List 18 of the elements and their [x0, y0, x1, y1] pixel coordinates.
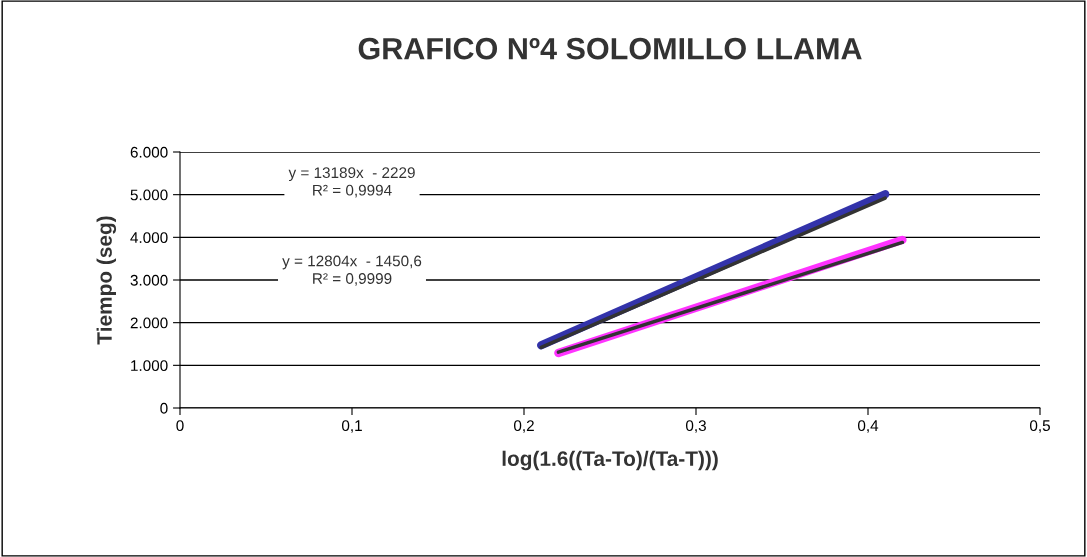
y-tick-label: 5.000	[130, 189, 168, 201]
x-tick-label: 0,2	[513, 420, 534, 433]
x-tick-label: 0,4	[857, 420, 879, 433]
y-tick-label: 0	[160, 402, 168, 414]
x-tick-label: 0,3	[685, 420, 706, 433]
chart-title: GRAFICO Nº4 SOLOMILLO LLAMA	[358, 37, 862, 60]
x-tick-label: 0,5	[1029, 420, 1050, 433]
annotation: y = 12804x - 1450,6 R² = 0,9999	[282, 255, 422, 286]
y-tick-label: 4.000	[130, 232, 168, 244]
annotation: y = 13189x - 2229 R² = 0,9994	[288, 167, 415, 198]
x-tick-label: 0,1	[341, 420, 362, 433]
y-axis-title: Tiempo (seg)	[96, 216, 117, 345]
y-tick-label: 6.000	[130, 146, 168, 158]
x-tick-label: 0	[176, 420, 184, 432]
y-tick-label: 2.000	[130, 317, 168, 329]
x-axis-title: log(1.6((Ta-To)/(Ta-T)))	[502, 450, 718, 471]
y-tick-label: 3.000	[130, 274, 168, 286]
y-tick-label: 1.000	[131, 360, 168, 372]
